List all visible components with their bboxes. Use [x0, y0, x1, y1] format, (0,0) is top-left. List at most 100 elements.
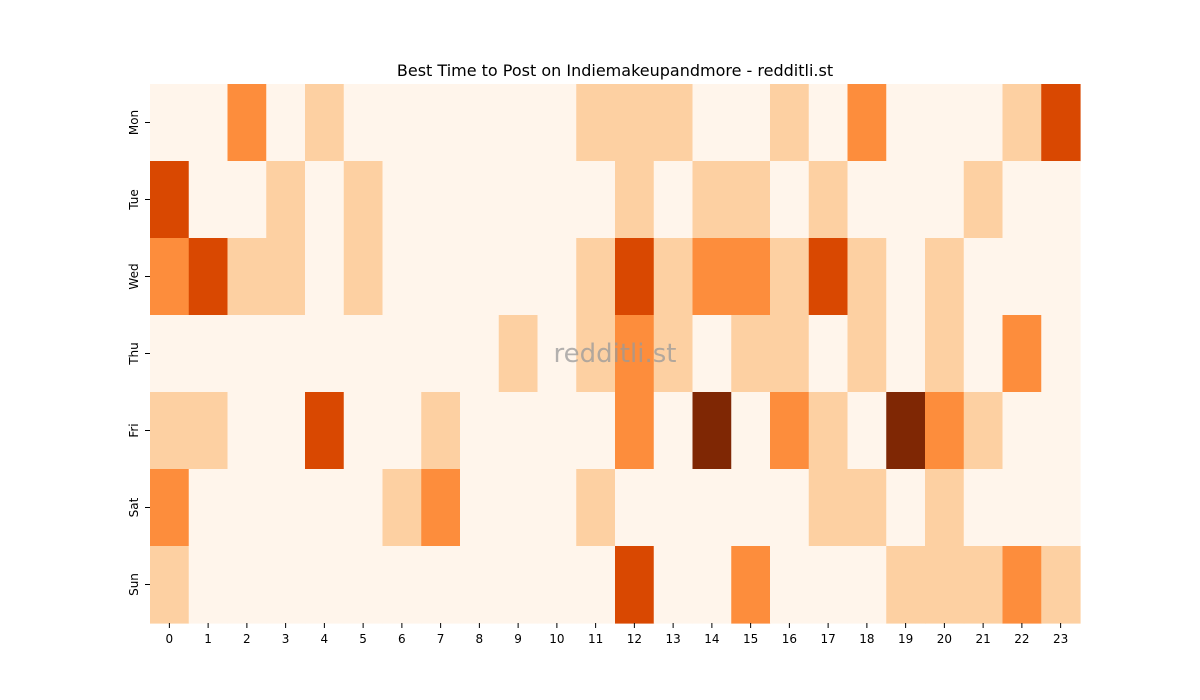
x-tick-label: 3 [282, 632, 290, 646]
heatmap-cell-thu-14 [692, 315, 732, 393]
heatmap-cell-tue-17 [808, 161, 849, 239]
heatmap-cell-tue-0 [150, 161, 190, 239]
heatmap-cell-fri-3 [266, 392, 306, 470]
x-tick-label: 17 [820, 632, 835, 646]
heatmap-cell-sat-1 [188, 469, 229, 547]
x-tick-label: 14 [704, 632, 719, 646]
x-tick-label: 11 [588, 632, 603, 646]
heatmap-cell-wed-1 [188, 238, 229, 316]
heatmap-cell-sat-9 [498, 469, 539, 547]
y-tick-label: Thu [127, 342, 141, 366]
heatmap-cell-tue-1 [188, 161, 229, 239]
heatmap-cell-sun-10 [537, 546, 577, 624]
heatmap-cell-sat-13 [653, 469, 694, 547]
x-tick-label: 5 [359, 632, 367, 646]
heatmap-cell-sat-7 [421, 469, 461, 547]
heatmap-cell-sun-7 [421, 546, 461, 624]
heatmap-cell-tue-6 [382, 161, 422, 239]
heatmap-cell-sat-17 [808, 469, 849, 547]
heatmap-cell-fri-16 [770, 392, 810, 470]
heatmap-cell-wed-18 [847, 238, 887, 316]
y-tick-label: Wed [127, 263, 141, 289]
heatmap-cell-fri-0 [150, 392, 190, 470]
heatmap-cell-tue-21 [963, 161, 1004, 239]
heatmap-cell-sun-16 [770, 546, 810, 624]
heatmap-cell-sat-6 [382, 469, 422, 547]
heatmap-cell-fri-4 [305, 392, 345, 470]
heatmap-cell-sat-14 [692, 469, 732, 547]
heatmap-cell-wed-0 [150, 238, 190, 316]
heatmap-cell-wed-7 [421, 238, 461, 316]
heatmap-cell-fri-18 [847, 392, 887, 470]
y-tick-label: Tue [127, 189, 141, 211]
heatmap-cell-fri-21 [963, 392, 1004, 470]
heatmap-cell-thu-12 [615, 315, 655, 393]
heatmap-cell-thu-11 [576, 315, 616, 393]
heatmap-cell-tue-19 [886, 161, 926, 239]
heatmap-cell-sun-13 [653, 546, 694, 624]
heatmap-cell-mon-14 [692, 84, 732, 162]
x-tick-label: 6 [398, 632, 406, 646]
heatmap-cell-sat-21 [963, 469, 1004, 547]
heatmap-cell-sun-0 [150, 546, 190, 624]
heatmap-cell-sun-14 [692, 546, 732, 624]
heatmap-cell-tue-11 [576, 161, 616, 239]
heatmap-cell-thu-15 [731, 315, 771, 393]
heatmap-cell-sun-5 [343, 546, 384, 624]
heatmap-cell-tue-5 [343, 161, 384, 239]
heatmap-cell-wed-20 [925, 238, 965, 316]
heatmap-cell-thu-3 [266, 315, 306, 393]
x-tick-label: 12 [627, 632, 642, 646]
heatmap-cell-wed-8 [460, 238, 500, 316]
heatmap-cell-mon-23 [1041, 84, 1081, 162]
heatmap-cell-mon-13 [653, 84, 694, 162]
heatmap-cell-fri-10 [537, 392, 577, 470]
heatmap-cell-sat-10 [537, 469, 577, 547]
x-axis-ticks: 0 1 2 3 4 5 6 7 8 9 10 11 12 13 14 15 16 17 18 19 20 21 22 23 [166, 623, 1068, 646]
heatmap-cell-mon-21 [963, 84, 1004, 162]
heatmap-cell-mon-4 [305, 84, 345, 162]
x-tick-label: 16 [782, 632, 797, 646]
heatmap-cell-thu-1 [188, 315, 229, 393]
heatmap-cell-thu-21 [963, 315, 1004, 393]
heatmap-cell-sat-2 [227, 469, 267, 547]
watermark-text: redditli.st [554, 339, 677, 369]
heatmap-cell-fri-20 [925, 392, 965, 470]
heatmap-cell-thu-20 [925, 315, 965, 393]
x-tick-label: 23 [1053, 632, 1068, 646]
heatmap-cell-sun-20 [925, 546, 965, 624]
heatmap-cell-fri-19 [886, 392, 926, 470]
x-tick-label: 22 [1014, 632, 1029, 646]
heatmap-cell-sat-20 [925, 469, 965, 547]
heatmap-cell-fri-8 [460, 392, 500, 470]
x-tick-label: 10 [549, 632, 564, 646]
heatmap-cell-sun-3 [266, 546, 306, 624]
heatmap-cell-thu-4 [305, 315, 345, 393]
heatmap-cell-thu-19 [886, 315, 926, 393]
heatmap-cell-mon-22 [1002, 84, 1042, 162]
heatmap-cell-fri-22 [1002, 392, 1042, 470]
heatmap-cell-mon-17 [808, 84, 849, 162]
x-tick-label: 0 [166, 632, 174, 646]
y-axis-ticks: Mon Tue Wed Thu Fri Sat Sun [127, 110, 150, 596]
heatmap-cell-wed-4 [305, 238, 345, 316]
heatmap-cell-sat-22 [1002, 469, 1042, 547]
heatmap-cell-mon-1 [188, 84, 229, 162]
heatmap-cell-sun-9 [498, 546, 539, 624]
heatmap-cell-mon-3 [266, 84, 306, 162]
heatmap-cell-sun-18 [847, 546, 887, 624]
heatmap-cell-wed-16 [770, 238, 810, 316]
heatmap-cell-thu-8 [460, 315, 500, 393]
heatmap-cell-tue-15 [731, 161, 771, 239]
heatmap-cell-wed-22 [1002, 238, 1042, 316]
heatmap-cell-fri-7 [421, 392, 461, 470]
heatmap-cell-sat-16 [770, 469, 810, 547]
heatmap-cell-wed-21 [963, 238, 1004, 316]
heatmap-cell-fri-5 [343, 392, 384, 470]
heatmap-cell-sun-22 [1002, 546, 1042, 624]
heatmap-cell-fri-15 [731, 392, 771, 470]
heatmap-cell-mon-11 [576, 84, 616, 162]
heatmap-cell-thu-23 [1041, 315, 1081, 393]
heatmap-cell-sat-19 [886, 469, 926, 547]
x-tick-label: 1 [204, 632, 212, 646]
